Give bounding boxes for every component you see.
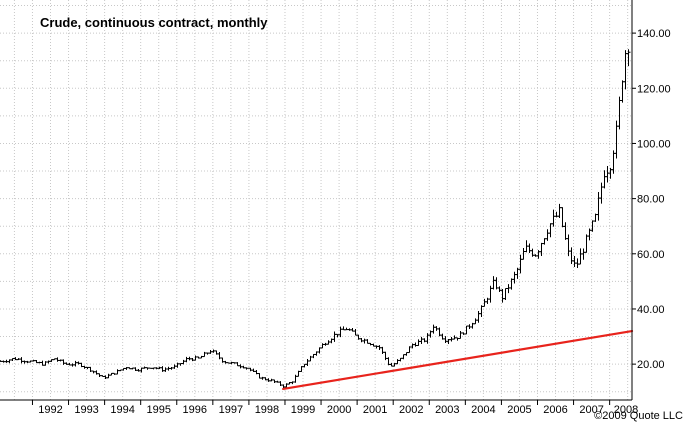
x-tick-label: 1993 bbox=[74, 404, 98, 416]
x-tick-label: 2002 bbox=[399, 404, 423, 416]
trendline bbox=[282, 329, 634, 391]
bars-layer bbox=[0, 49, 631, 389]
y-tick-label: 40.00 bbox=[637, 304, 665, 316]
ohlc-bar bbox=[626, 49, 631, 67]
x-tick-label: 1996 bbox=[183, 404, 207, 416]
trendline-layer bbox=[282, 329, 634, 391]
x-tick-label: 2000 bbox=[327, 404, 351, 416]
y-tick-label: 60.00 bbox=[637, 249, 665, 261]
ohlc-bar bbox=[244, 367, 249, 370]
grid-layer bbox=[0, 0, 632, 400]
x-tick-label: 2003 bbox=[435, 404, 459, 416]
y-tick-label: 100.00 bbox=[637, 138, 671, 150]
y-tick-label: 20.00 bbox=[637, 359, 665, 371]
x-tick-label: 2005 bbox=[507, 404, 531, 416]
y-tick-label: 120.00 bbox=[637, 83, 671, 95]
x-tick-label: 1994 bbox=[110, 404, 134, 416]
x-tick-label: 1995 bbox=[146, 404, 170, 416]
x-tick-label: 1999 bbox=[291, 404, 315, 416]
y-tick-label: 80.00 bbox=[637, 194, 665, 206]
chart-credit: ©2009 Quote LLC bbox=[594, 410, 683, 422]
x-tick-label: 2008 bbox=[614, 404, 638, 416]
x-tick-label: 2001 bbox=[363, 404, 387, 416]
y-tick-label: 140.00 bbox=[637, 28, 671, 40]
x-tick-label: 2004 bbox=[471, 404, 495, 416]
chart-title: Crude, continuous contract, monthly bbox=[40, 15, 268, 30]
x-tick-label: 1992 bbox=[38, 404, 62, 416]
x-axis-ticks: 1992 1993 1994 1995 1996 1997 1998 1999 2000 2001… bbox=[31, 400, 638, 416]
x-tick-label: 2006 bbox=[543, 404, 567, 416]
x-tick-label: 1998 bbox=[255, 404, 279, 416]
x-tick-label: 1997 bbox=[219, 404, 243, 416]
x-tick-label: 2007 bbox=[579, 404, 603, 416]
y-axis-ticks: 20.00 40.00 60.00 80.00 100.00 120.00 140.00 bbox=[632, 28, 671, 371]
